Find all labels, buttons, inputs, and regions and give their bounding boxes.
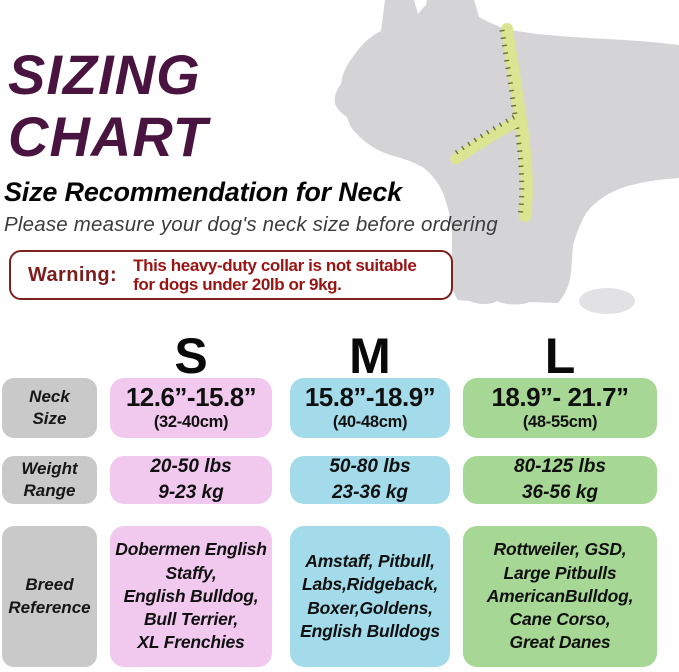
breed-text-l: Rottweiler, GSD, Large Pitbulls American…	[486, 539, 634, 653]
row-label-weight-range: Weight Range	[2, 456, 97, 504]
warning-label: Warning:	[28, 263, 118, 286]
page-title: SIZING CHART	[8, 44, 208, 168]
neck-size-cell-l: 18.9”- 21.7” (48-55cm)	[463, 378, 657, 438]
neck-size-cell-m: 15.8”-18.9” (40-48cm)	[290, 378, 450, 438]
neck-cm-l: (48-55cm)	[522, 412, 598, 431]
size-table: S M L Neck Size 12.6”-15.8” (32-40cm) 15…	[2, 328, 657, 667]
measuring-tape-branch-ticks	[452, 115, 516, 156]
weight-text-l: 80-125 lbs 36-56 kg	[514, 456, 606, 503]
measuring-tape	[501, 23, 533, 222]
breed-text-s: Dobermen English Staffy, English Bulldog…	[115, 539, 267, 653]
row-label-neck-size: Neck Size	[2, 378, 97, 438]
measure-note: Please measure your dog's neck size befo…	[4, 213, 498, 236]
measuring-tape-ticks	[499, 29, 525, 218]
neck-size-cell-s: 12.6”-15.8” (32-40cm)	[110, 378, 272, 438]
neck-inches-l: 18.9”- 21.7”	[491, 382, 629, 413]
page-title-line1: SIZING	[8, 43, 201, 106]
breed-text-m: Amstaff, Pitbull, Labs,Ridgeback, Boxer,…	[300, 550, 440, 641]
weight-text-m: 50-80 lbs 23-36 kg	[329, 456, 411, 503]
breed-cell-s: Dobermen English Staffy, English Bulldog…	[110, 526, 272, 667]
row-label-breed-reference: Breed Reference	[2, 526, 97, 667]
neck-cm-s: (32-40cm)	[153, 412, 229, 431]
weight-cell-s: 20-50 lbs 9-23 kg	[110, 456, 272, 504]
measuring-tape-branch	[450, 116, 522, 165]
weight-cell-l: 80-125 lbs 36-56 kg	[463, 456, 657, 504]
size-header-l: L	[544, 328, 576, 384]
breed-cell-l: Rottweiler, GSD, Large Pitbulls American…	[463, 526, 657, 667]
weight-cell-m: 50-80 lbs 23-36 kg	[290, 456, 450, 504]
page-title-line2: CHART	[8, 105, 208, 168]
size-header-s: S	[174, 328, 208, 384]
subtitle: Size Recommendation for Neck	[4, 177, 403, 207]
warning-box: Warning: This heavy-duty collar is not s…	[9, 250, 453, 300]
neck-cm-m: (40-48cm)	[332, 412, 408, 431]
weight-text-s: 20-50 lbs 9-23 kg	[150, 456, 232, 503]
neck-inches-m: 15.8”-18.9”	[304, 382, 436, 413]
dog-far-paw	[579, 288, 635, 314]
neck-inches-s: 12.6”-15.8”	[125, 382, 257, 413]
warning-message: This heavy-duty collar is not suitable f…	[133, 255, 417, 294]
breed-cell-m: Amstaff, Pitbull, Labs,Ridgeback, Boxer,…	[290, 526, 450, 667]
size-header-m: M	[349, 328, 391, 384]
